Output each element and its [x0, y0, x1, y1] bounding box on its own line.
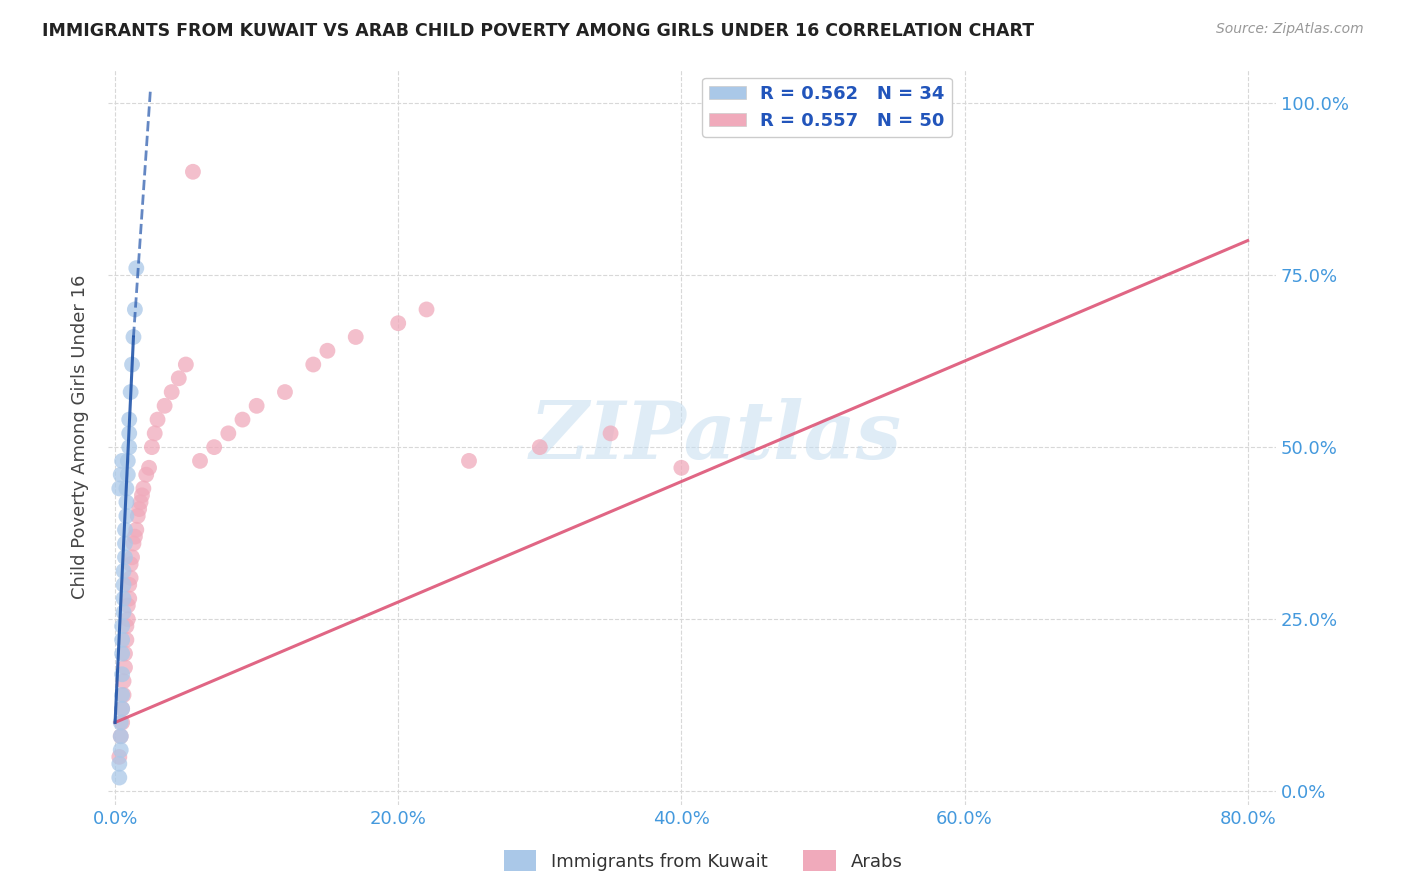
Point [111, 454, 134, 468]
Point [110, 715, 132, 730]
Point [114, 536, 136, 550]
Legend: Immigrants from Kuwait, Arabs: Immigrants from Kuwait, Arabs [496, 843, 910, 879]
Point [188, 454, 211, 468]
Point [110, 743, 132, 757]
Point [671, 460, 693, 475]
Point [117, 612, 139, 626]
Point [111, 632, 134, 647]
Point [111, 702, 134, 716]
Point [217, 426, 239, 441]
Point [118, 578, 141, 592]
Point [108, 482, 131, 496]
Text: IMMIGRANTS FROM KUWAIT VS ARAB CHILD POVERTY AMONG GIRLS UNDER 16 CORRELATION CH: IMMIGRANTS FROM KUWAIT VS ARAB CHILD POV… [42, 22, 1035, 40]
Point [118, 426, 141, 441]
Point [111, 619, 134, 633]
Point [415, 302, 437, 317]
Point [115, 632, 138, 647]
Point [124, 530, 146, 544]
Point [112, 674, 135, 689]
Point [111, 647, 134, 661]
Point [115, 482, 138, 496]
Point [167, 371, 190, 385]
Point [174, 358, 197, 372]
Point [112, 591, 135, 606]
Point [108, 756, 131, 771]
Point [120, 571, 142, 585]
Point [117, 599, 139, 613]
Point [387, 316, 409, 330]
Point [118, 412, 141, 426]
Point [231, 412, 253, 426]
Point [132, 482, 155, 496]
Point [129, 495, 152, 509]
Point [115, 619, 138, 633]
Point [274, 385, 297, 400]
Point [124, 302, 146, 317]
Point [112, 578, 135, 592]
Point [114, 647, 136, 661]
Point [111, 688, 134, 702]
Point [121, 358, 143, 372]
Point [138, 460, 160, 475]
Y-axis label: Child Poverty Among Girls Under 16: Child Poverty Among Girls Under 16 [72, 275, 89, 599]
Point [108, 750, 131, 764]
Point [112, 605, 135, 619]
Point [115, 495, 138, 509]
Point [153, 399, 176, 413]
Legend: R = 0.562   N = 34, R = 0.557   N = 50: R = 0.562 N = 34, R = 0.557 N = 50 [702, 78, 952, 137]
Point [121, 550, 143, 565]
Point [529, 440, 551, 454]
Point [111, 715, 134, 730]
Point [110, 729, 132, 743]
Text: ZIPatlas: ZIPatlas [529, 398, 901, 475]
Point [160, 385, 183, 400]
Point [127, 508, 149, 523]
Point [599, 426, 621, 441]
Point [111, 702, 134, 716]
Point [114, 523, 136, 537]
Point [108, 771, 131, 785]
Point [114, 550, 136, 565]
Point [202, 440, 225, 454]
Point [118, 440, 141, 454]
Point [110, 467, 132, 482]
Point [141, 440, 163, 454]
Point [135, 467, 157, 482]
Point [120, 385, 142, 400]
Point [128, 502, 150, 516]
Point [120, 557, 142, 571]
Point [125, 261, 148, 276]
Point [302, 358, 325, 372]
Point [316, 343, 339, 358]
Point [143, 426, 166, 441]
Point [122, 536, 145, 550]
Point [246, 399, 269, 413]
Point [125, 523, 148, 537]
Point [146, 412, 169, 426]
Point [122, 330, 145, 344]
Point [344, 330, 367, 344]
Point [117, 454, 139, 468]
Point [458, 454, 481, 468]
Point [112, 688, 135, 702]
Point [112, 564, 135, 578]
Point [131, 488, 153, 502]
Point [110, 729, 132, 743]
Point [181, 165, 204, 179]
Point [115, 508, 138, 523]
Point [111, 667, 134, 681]
Text: Source: ZipAtlas.com: Source: ZipAtlas.com [1216, 22, 1364, 37]
Point [117, 467, 139, 482]
Point [114, 660, 136, 674]
Point [118, 591, 141, 606]
